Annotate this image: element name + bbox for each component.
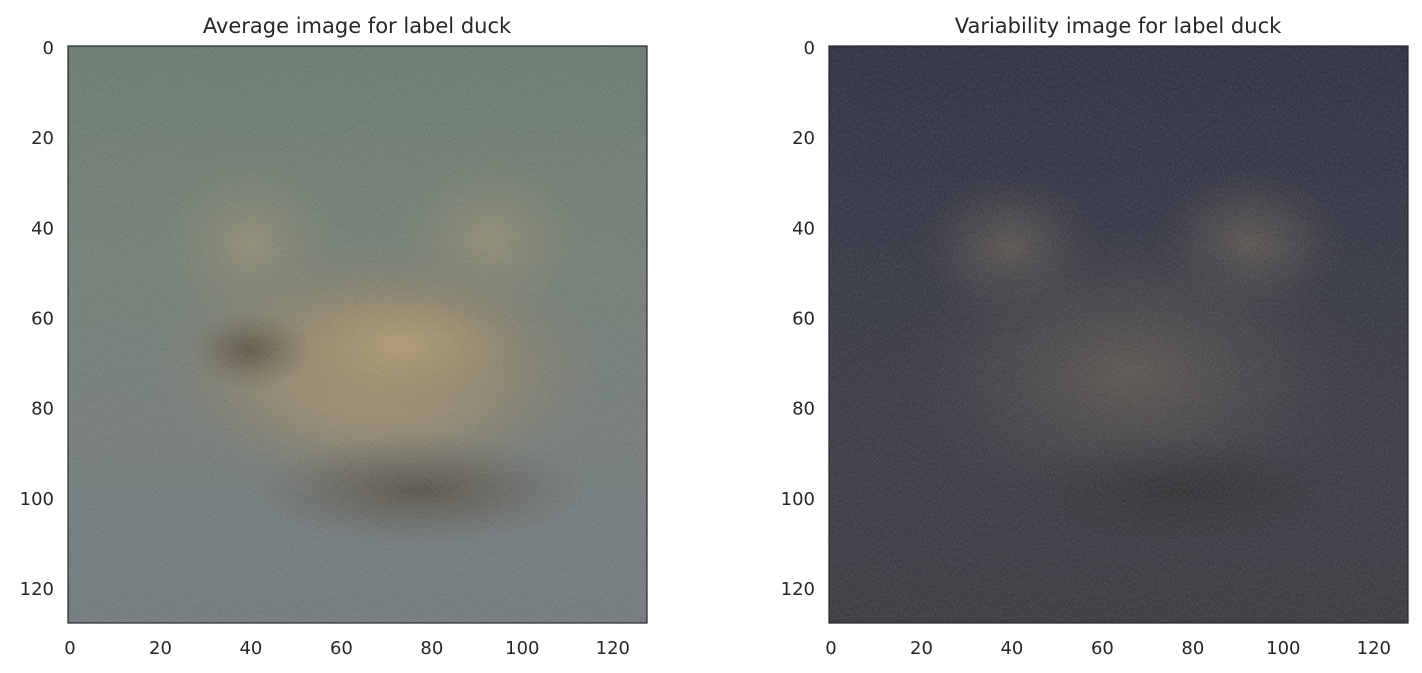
x-tick-label: 20: [149, 638, 172, 659]
y-tick-label: 120: [20, 579, 54, 600]
x-tick-label: 120: [1357, 638, 1391, 659]
y-tick-labels: 0 20 40 60 80 100 120: [781, 38, 815, 600]
axes-frame: [67, 45, 648, 624]
x-tick-label: 80: [1181, 638, 1204, 659]
y-tick-label: 60: [792, 308, 815, 329]
x-tick-label: 120: [596, 638, 630, 659]
y-tick-labels: 0 20 40 60 80 100 120: [20, 38, 54, 600]
variability-image-panel: Variability image for label duck 0 20 40 60…: [781, 14, 1409, 659]
y-tick-label: 0: [43, 38, 54, 59]
axes-frame: [828, 45, 1409, 624]
x-tick-labels: 0 20 40 60 80 100 120: [64, 638, 630, 659]
y-tick-label: 20: [792, 128, 815, 149]
x-tick-label: 40: [239, 638, 262, 659]
x-tick-label: 100: [1266, 638, 1300, 659]
average-image-panel: Average image for label duck 0 20 40 60 80 10…: [20, 14, 648, 659]
x-tick-label: 40: [1000, 638, 1023, 659]
y-tick-label: 100: [20, 489, 54, 510]
variability-image-raster: [829, 46, 1408, 623]
x-tick-label: 0: [64, 638, 75, 659]
y-tick-label: 0: [804, 38, 815, 59]
y-tick-label: 60: [31, 308, 54, 329]
average-image-raster: [68, 46, 647, 623]
y-tick-label: 80: [31, 399, 54, 420]
panel-title: Variability image for label duck: [955, 14, 1282, 38]
x-tick-label: 60: [330, 638, 353, 659]
y-tick-label: 120: [781, 579, 815, 600]
y-tick-label: 100: [781, 489, 815, 510]
x-tick-label: 20: [910, 638, 933, 659]
x-tick-label: 60: [1091, 638, 1114, 659]
panel-title: Average image for label duck: [203, 14, 512, 38]
y-tick-label: 80: [792, 399, 815, 420]
x-tick-label: 0: [825, 638, 836, 659]
x-tick-label: 80: [420, 638, 443, 659]
y-tick-label: 40: [31, 218, 54, 239]
y-tick-label: 40: [792, 218, 815, 239]
y-tick-label: 20: [31, 128, 54, 149]
x-tick-label: 100: [505, 638, 539, 659]
x-tick-labels: 0 20 40 60 80 100 120: [825, 638, 1391, 659]
